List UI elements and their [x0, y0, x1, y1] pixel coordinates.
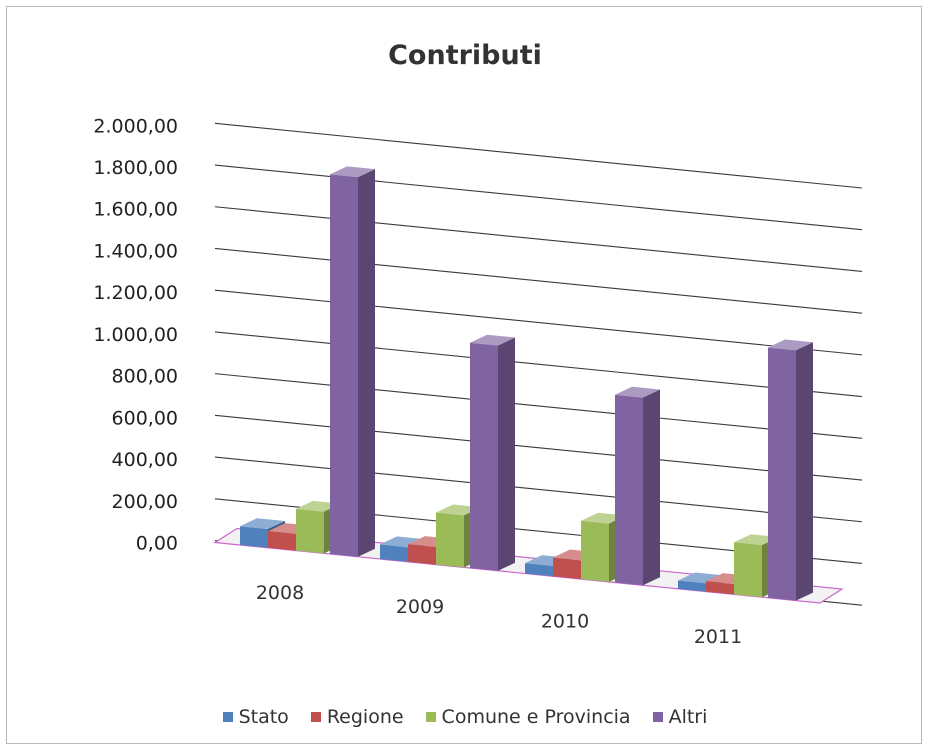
- bar-top: [678, 572, 723, 584]
- gridline: [214, 206, 863, 272]
- y-tick-label: 2.000,00: [93, 115, 178, 137]
- bar-top: [734, 534, 779, 546]
- y-tick-label: 200,00: [112, 491, 178, 513]
- bar-front: [581, 520, 609, 582]
- y-tick-label: 0,00: [136, 533, 178, 555]
- gridline: [214, 247, 863, 314]
- legend-item: Stato: [222, 706, 289, 728]
- x-tick-label: 2009: [396, 596, 444, 618]
- bar: [470, 334, 515, 571]
- legend: Stato Regione Comune e Provincia Altri: [0, 706, 930, 728]
- bar-chart-3d: 0,00 200,00 400,00 600,00 800,00 1.000,00 1.20…: [93, 115, 863, 648]
- bar-front: [408, 544, 436, 565]
- y-tick-label: 1.000,00: [93, 324, 178, 346]
- bar-top: [581, 512, 626, 524]
- legend-swatch: [652, 712, 663, 722]
- bar-front: [380, 544, 408, 562]
- bar-top: [470, 334, 515, 346]
- bar-front: [615, 394, 643, 586]
- y-tick-label: 1.600,00: [93, 199, 178, 221]
- bar-front: [436, 512, 464, 568]
- bar-top: [436, 504, 481, 516]
- bar-side: [643, 389, 660, 586]
- bar-front: [525, 563, 553, 577]
- legend-label: Comune e Provincia: [441, 706, 631, 728]
- legend-label: Stato: [238, 706, 289, 728]
- bar: [768, 339, 813, 601]
- gridline: [214, 289, 863, 356]
- gridline: [214, 456, 863, 523]
- gridline: [214, 373, 863, 439]
- chart-title: Contributi: [388, 40, 542, 71]
- bar-top: [240, 518, 285, 530]
- bar-front: [268, 531, 296, 551]
- bar-side: [498, 337, 515, 571]
- bar-side: [358, 169, 375, 557]
- legend-label: Regione: [326, 706, 404, 728]
- legend-item: Comune e Provincia: [425, 706, 631, 728]
- gridline: [214, 331, 863, 398]
- bar: [330, 166, 375, 557]
- bar-front: [768, 347, 796, 601]
- legend-label: Altri: [668, 706, 708, 728]
- gridline: [214, 122, 863, 189]
- y-tick-label: 800,00: [112, 366, 178, 388]
- bar-top: [768, 339, 813, 351]
- legend-item: Regione: [310, 706, 404, 728]
- bar-front: [678, 580, 706, 592]
- y-tick-label: 1.200,00: [93, 282, 178, 304]
- x-tick-label: 2008: [256, 582, 304, 604]
- legend-item: Altri: [652, 706, 708, 728]
- bar-front: [553, 557, 581, 580]
- y-tick-label: 400,00: [112, 449, 178, 471]
- bar-front: [330, 174, 358, 557]
- bar-top: [296, 500, 341, 512]
- bar-top: [615, 386, 660, 398]
- gridline: [214, 164, 863, 231]
- bar-top: [330, 166, 375, 178]
- legend-swatch: [425, 712, 436, 722]
- legend-swatch: [310, 712, 321, 722]
- x-tick-label: 2010: [541, 611, 589, 633]
- legend-swatch: [222, 712, 233, 722]
- bar-front: [706, 581, 734, 595]
- bar-front: [470, 342, 498, 571]
- bar-side: [796, 342, 813, 601]
- bar-front: [296, 508, 324, 554]
- y-tick-label: 1.800,00: [93, 157, 178, 179]
- bar: [615, 386, 660, 586]
- bar-top: [380, 536, 425, 548]
- x-tick-label: 2011: [694, 626, 742, 648]
- bar-front: [734, 542, 762, 598]
- gridlines: [214, 122, 863, 606]
- gridline: [214, 414, 863, 481]
- y-tick-label: 1.400,00: [93, 240, 178, 262]
- y-tick-label: 600,00: [112, 407, 178, 429]
- bar-front: [240, 526, 268, 548]
